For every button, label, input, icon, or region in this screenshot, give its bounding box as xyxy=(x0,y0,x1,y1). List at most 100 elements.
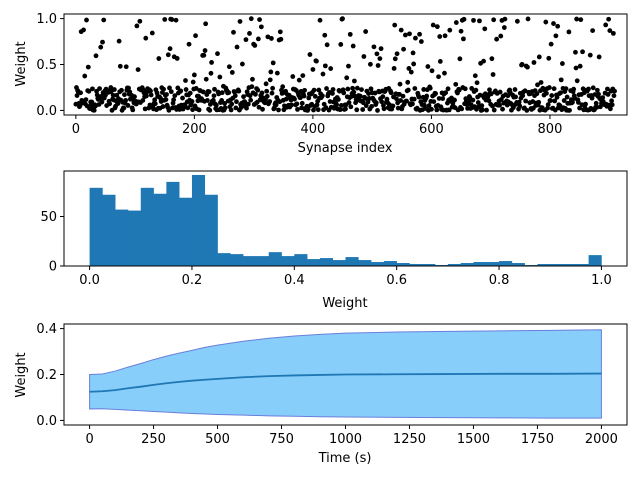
scatter-point xyxy=(212,86,217,92)
scatter-point xyxy=(190,79,196,85)
scatter-point xyxy=(327,99,333,104)
scatter-point xyxy=(553,33,559,39)
scatter-point xyxy=(400,93,406,99)
scatter-point xyxy=(82,73,88,79)
histogram-bar xyxy=(460,263,474,266)
scatter-point xyxy=(125,103,131,108)
scatter-point xyxy=(498,33,504,39)
scatter-point xyxy=(359,87,364,93)
histogram-bar xyxy=(268,252,282,266)
scatter-point xyxy=(248,97,254,103)
scatter-point xyxy=(447,27,453,33)
scatter-point xyxy=(111,87,117,92)
scatter-point xyxy=(213,102,219,108)
scatter-point xyxy=(443,90,449,96)
scatter-point xyxy=(269,90,275,96)
mean-line xyxy=(89,372,602,393)
scatter-point xyxy=(437,34,443,39)
scatter-point xyxy=(436,96,442,101)
scatter-plot: 0 200 400 600 800 0.0 0.5 1.0 Synapse index Wei… xyxy=(14,12,628,156)
histogram-bar xyxy=(371,262,385,266)
scatter-axes: 0 200 400 600 800 0.0 0.5 1.0 xyxy=(36,12,628,137)
scatter-point xyxy=(324,42,330,48)
scatter-point xyxy=(208,70,214,76)
scatter-point xyxy=(490,103,495,109)
scatter-point xyxy=(346,63,351,69)
scatter-point xyxy=(334,102,340,108)
scatter-point xyxy=(215,51,220,57)
scatter-point xyxy=(100,39,105,45)
scatter-point xyxy=(573,49,578,55)
scatter-point xyxy=(457,56,463,62)
scatter-point xyxy=(183,87,189,92)
scatter-point xyxy=(378,46,384,52)
scatter-point xyxy=(183,78,188,83)
scatter-point xyxy=(203,76,209,82)
weight-time-x-tick-label: 1250 xyxy=(393,432,426,447)
scatter-point xyxy=(397,81,403,87)
scatter-point xyxy=(371,44,377,50)
scatter-point xyxy=(513,94,518,100)
histogram-bar xyxy=(550,264,564,266)
scatter-point xyxy=(607,28,613,33)
histogram-bar xyxy=(358,260,372,266)
scatter-point xyxy=(590,28,596,33)
scatter-point xyxy=(440,96,446,101)
scatter-point xyxy=(502,16,508,22)
scatter-point xyxy=(301,93,307,99)
scatter-y-tick-label: 0.0 xyxy=(36,104,57,119)
scatter-point xyxy=(193,86,199,91)
scatter-point xyxy=(580,49,585,55)
histogram-bar xyxy=(191,174,206,266)
scatter-point xyxy=(143,35,149,41)
scatter-point xyxy=(219,90,225,96)
scatter-point xyxy=(605,92,611,97)
histogram-bar xyxy=(319,258,334,266)
scatter-point xyxy=(589,95,595,101)
scatter-point xyxy=(446,107,452,113)
scatter-point xyxy=(538,80,544,85)
scatter-point xyxy=(234,44,240,50)
scatter-point xyxy=(484,107,489,113)
scatter-point xyxy=(241,94,246,100)
scatter-point xyxy=(583,101,588,107)
histogram-bar xyxy=(140,187,154,266)
scatter-point xyxy=(152,101,158,107)
scatter-point xyxy=(189,99,195,104)
histogram-x-tick-label: 1.0 xyxy=(591,273,612,288)
scatter-point xyxy=(222,101,228,106)
scatter-point xyxy=(256,104,262,110)
scatter-point xyxy=(119,87,124,93)
histogram-x-tick-label: 0.2 xyxy=(182,273,203,288)
scatter-point xyxy=(315,107,321,113)
scatter-point xyxy=(473,87,479,93)
scatter-point xyxy=(571,86,577,92)
scatter-point xyxy=(247,93,253,99)
scatter-point xyxy=(93,53,99,59)
scatter-point xyxy=(269,36,274,41)
scatter-point xyxy=(99,99,105,105)
scatter-point xyxy=(405,79,411,85)
scatter-point xyxy=(137,18,143,24)
scatter-point xyxy=(255,87,261,93)
scatter-point xyxy=(374,51,380,57)
scatter-point xyxy=(167,46,173,52)
scatter-point xyxy=(115,101,121,106)
scatter-point xyxy=(381,106,387,112)
scatter-point xyxy=(348,104,354,110)
histogram-bar xyxy=(537,264,551,266)
scatter-point xyxy=(264,88,270,94)
scatter-point xyxy=(163,97,169,103)
scatter-point xyxy=(117,63,123,69)
scatter-point xyxy=(490,72,496,77)
scatter-point xyxy=(324,86,329,91)
histogram-x-axis-label: Weight xyxy=(322,296,367,311)
scatter-point xyxy=(252,43,258,48)
histogram-bars xyxy=(89,174,602,267)
scatter-point xyxy=(160,104,166,109)
scatter-point xyxy=(283,96,289,102)
weight-time-y-tick-label: 0.2 xyxy=(36,368,57,383)
scatter-point xyxy=(201,52,207,58)
scatter-point xyxy=(232,93,238,99)
scatter-point xyxy=(437,58,443,64)
